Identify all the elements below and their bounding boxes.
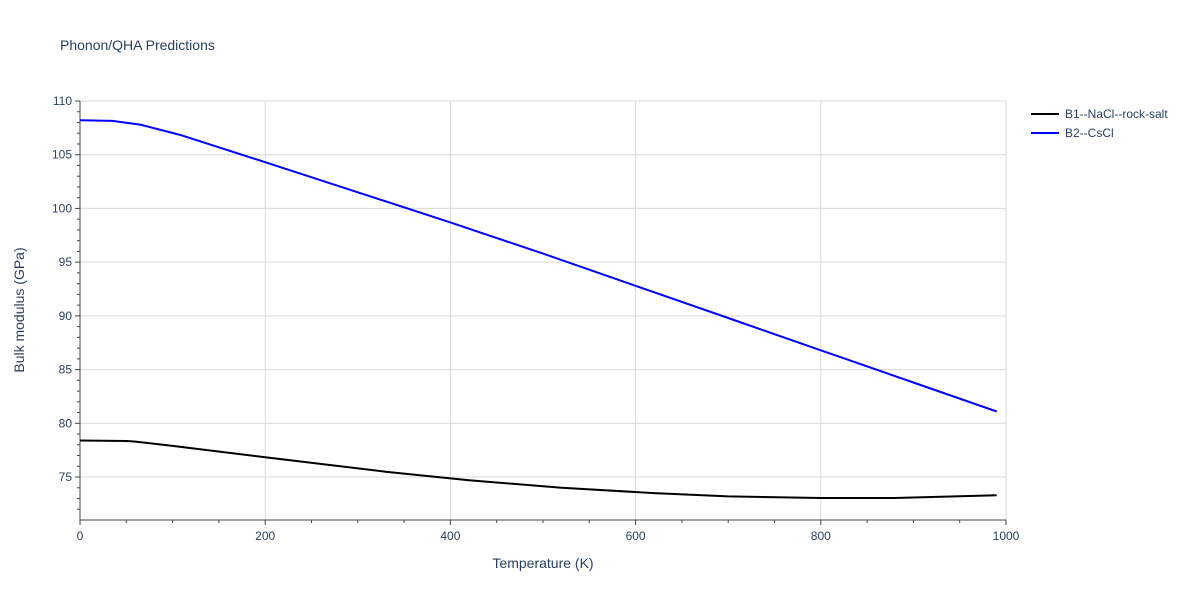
y-tick-label: 85 [59, 363, 73, 377]
series-group [79, 119, 998, 499]
x-tick-label: 400 [440, 529, 460, 543]
x-tick-label: 0 [77, 529, 84, 543]
x-tick-label: 800 [811, 529, 831, 543]
legend[interactable]: B1--NaCl--rock-salt B2--CsCl [1031, 107, 1168, 140]
series-line-2 [79, 119, 998, 413]
y-tick-label: 100 [52, 201, 72, 215]
y-tick-label: 90 [59, 309, 73, 323]
y-tick-label: 105 [52, 148, 72, 162]
y-tick-label: 95 [59, 255, 73, 269]
y-tick-label: 80 [59, 416, 73, 430]
x-tick-label: 200 [255, 529, 275, 543]
legend-label-1: B1--NaCl--rock-salt [1065, 107, 1168, 121]
axes: 0 200 400 600 800 1000 75 80 85 90 95 100 105 110 [52, 94, 1020, 543]
chart-title: Phonon/QHA Predictions [60, 37, 215, 53]
x-tick-label: 1000 [993, 529, 1020, 543]
y-tick-label: 110 [53, 94, 72, 108]
grid [80, 100, 1007, 520]
legend-label-2: B2--CsCl [1065, 126, 1114, 140]
series-line-1 [79, 439, 997, 499]
y-axis-title: Bulk modulus (GPa) [11, 247, 27, 372]
y-tick-label: 75 [59, 470, 73, 484]
x-axis-title: Temperature (K) [492, 555, 593, 571]
x-tick-label: 600 [626, 529, 646, 543]
